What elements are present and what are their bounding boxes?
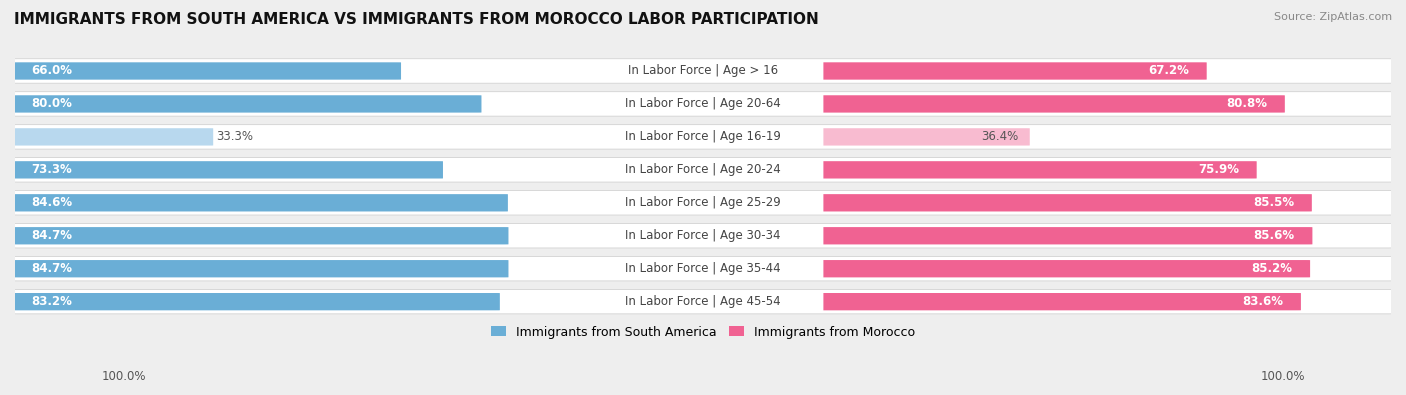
- FancyBboxPatch shape: [14, 128, 214, 146]
- FancyBboxPatch shape: [813, 95, 1285, 113]
- Text: 85.5%: 85.5%: [1253, 196, 1294, 209]
- FancyBboxPatch shape: [14, 161, 443, 179]
- Text: 100.0%: 100.0%: [101, 370, 146, 383]
- Text: 83.6%: 83.6%: [1241, 295, 1284, 308]
- Legend: Immigrants from South America, Immigrants from Morocco: Immigrants from South America, Immigrant…: [486, 320, 920, 344]
- Text: Source: ZipAtlas.com: Source: ZipAtlas.com: [1274, 12, 1392, 22]
- Text: 84.7%: 84.7%: [31, 262, 73, 275]
- FancyBboxPatch shape: [14, 62, 401, 80]
- Text: 80.8%: 80.8%: [1226, 98, 1267, 111]
- Text: In Labor Force | Age 45-54: In Labor Force | Age 45-54: [626, 295, 780, 308]
- Text: 73.3%: 73.3%: [31, 164, 72, 176]
- FancyBboxPatch shape: [4, 256, 1402, 281]
- FancyBboxPatch shape: [4, 290, 1402, 314]
- Text: 85.2%: 85.2%: [1251, 262, 1292, 275]
- Text: In Labor Force | Age > 16: In Labor Force | Age > 16: [628, 64, 778, 77]
- FancyBboxPatch shape: [582, 194, 824, 212]
- FancyBboxPatch shape: [813, 194, 1312, 211]
- FancyBboxPatch shape: [813, 161, 1257, 179]
- Text: 83.2%: 83.2%: [31, 295, 72, 308]
- Text: 67.2%: 67.2%: [1147, 64, 1189, 77]
- Text: 85.6%: 85.6%: [1253, 229, 1295, 242]
- FancyBboxPatch shape: [14, 95, 481, 113]
- FancyBboxPatch shape: [14, 293, 501, 310]
- FancyBboxPatch shape: [14, 227, 509, 245]
- Text: In Labor Force | Age 20-64: In Labor Force | Age 20-64: [626, 98, 780, 111]
- FancyBboxPatch shape: [4, 92, 1402, 116]
- FancyBboxPatch shape: [4, 125, 1402, 149]
- Text: 84.6%: 84.6%: [31, 196, 73, 209]
- Text: 36.4%: 36.4%: [981, 130, 1019, 143]
- Text: 33.3%: 33.3%: [217, 130, 253, 143]
- Text: In Labor Force | Age 16-19: In Labor Force | Age 16-19: [626, 130, 780, 143]
- FancyBboxPatch shape: [813, 128, 1029, 146]
- Text: 66.0%: 66.0%: [31, 64, 73, 77]
- FancyBboxPatch shape: [813, 293, 1301, 310]
- FancyBboxPatch shape: [582, 128, 824, 146]
- Text: In Labor Force | Age 20-24: In Labor Force | Age 20-24: [626, 164, 780, 176]
- FancyBboxPatch shape: [582, 226, 824, 245]
- FancyBboxPatch shape: [4, 191, 1402, 215]
- FancyBboxPatch shape: [14, 194, 508, 211]
- FancyBboxPatch shape: [582, 260, 824, 278]
- Text: In Labor Force | Age 25-29: In Labor Force | Age 25-29: [626, 196, 780, 209]
- FancyBboxPatch shape: [813, 227, 1312, 245]
- Text: IMMIGRANTS FROM SOUTH AMERICA VS IMMIGRANTS FROM MOROCCO LABOR PARTICIPATION: IMMIGRANTS FROM SOUTH AMERICA VS IMMIGRA…: [14, 12, 818, 27]
- Text: 100.0%: 100.0%: [1260, 370, 1305, 383]
- FancyBboxPatch shape: [813, 62, 1206, 80]
- FancyBboxPatch shape: [813, 260, 1310, 277]
- FancyBboxPatch shape: [582, 292, 824, 311]
- FancyBboxPatch shape: [582, 62, 824, 80]
- Text: 84.7%: 84.7%: [31, 229, 73, 242]
- Text: In Labor Force | Age 30-34: In Labor Force | Age 30-34: [626, 229, 780, 242]
- FancyBboxPatch shape: [4, 224, 1402, 248]
- Text: 80.0%: 80.0%: [31, 98, 72, 111]
- Text: In Labor Force | Age 35-44: In Labor Force | Age 35-44: [626, 262, 780, 275]
- FancyBboxPatch shape: [4, 59, 1402, 83]
- FancyBboxPatch shape: [582, 160, 824, 179]
- FancyBboxPatch shape: [14, 260, 509, 277]
- FancyBboxPatch shape: [4, 158, 1402, 182]
- Text: 75.9%: 75.9%: [1198, 164, 1239, 176]
- FancyBboxPatch shape: [582, 94, 824, 113]
